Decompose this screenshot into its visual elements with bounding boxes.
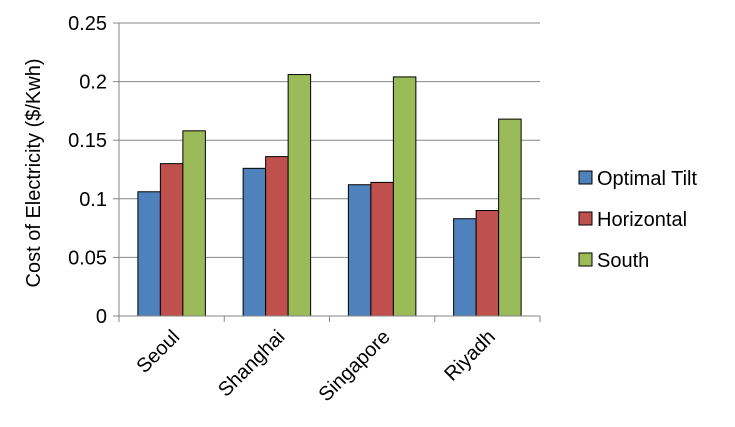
legend-swatch [578,170,593,185]
y-tick-label: 0.1 [79,189,107,211]
bar-horizontal-riyadh [475,210,500,317]
bar-horizontal-singapore [370,181,394,317]
bar-south-riyadh [498,118,522,317]
y-tick-label: 0.05 [68,247,107,269]
legend-label: Optimal Tilt [597,168,697,190]
x-tick-label: Seoul [132,326,184,378]
y-tick-label: 0 [96,306,107,328]
bar-south-shanghai [287,74,312,317]
legend-swatch [578,252,593,267]
bar-south-singapore [392,76,417,317]
y-axis-title: Cost of Electricity ($/Kwh) [23,59,45,288]
bar-south-seoul [182,130,206,317]
y-tick-label: 0.15 [68,130,107,152]
x-tick-labels: Seoul Shanghai Singapore Riyadh [132,326,499,406]
legend: Optimal Tilt Horizontal South [578,168,697,272]
legend-label: South [597,250,649,272]
y-tick-labels: 0 0.05 0.1 0.15 0.2 0.25 [68,13,107,328]
axes [113,22,541,322]
bar-optimal-tilt-seoul [137,191,161,317]
x-tick-label: Riyadh [440,326,500,386]
y-tick-label: 0.2 [79,72,107,94]
bar-optimal-tilt-shanghai [242,167,267,317]
bar-horizontal-shanghai [265,156,289,317]
bar-optimal-tilt-riyadh [453,218,477,317]
bar-horizontal-seoul [159,163,184,317]
y-tick-label: 0.25 [68,13,107,35]
bar-optimal-tilt-singapore [347,184,372,317]
bars [137,74,522,317]
x-tick-label: Shanghai [214,326,289,401]
legend-label: Horizontal [597,209,687,231]
legend-swatch [578,211,593,226]
x-tick-label: Singapore [315,326,395,406]
